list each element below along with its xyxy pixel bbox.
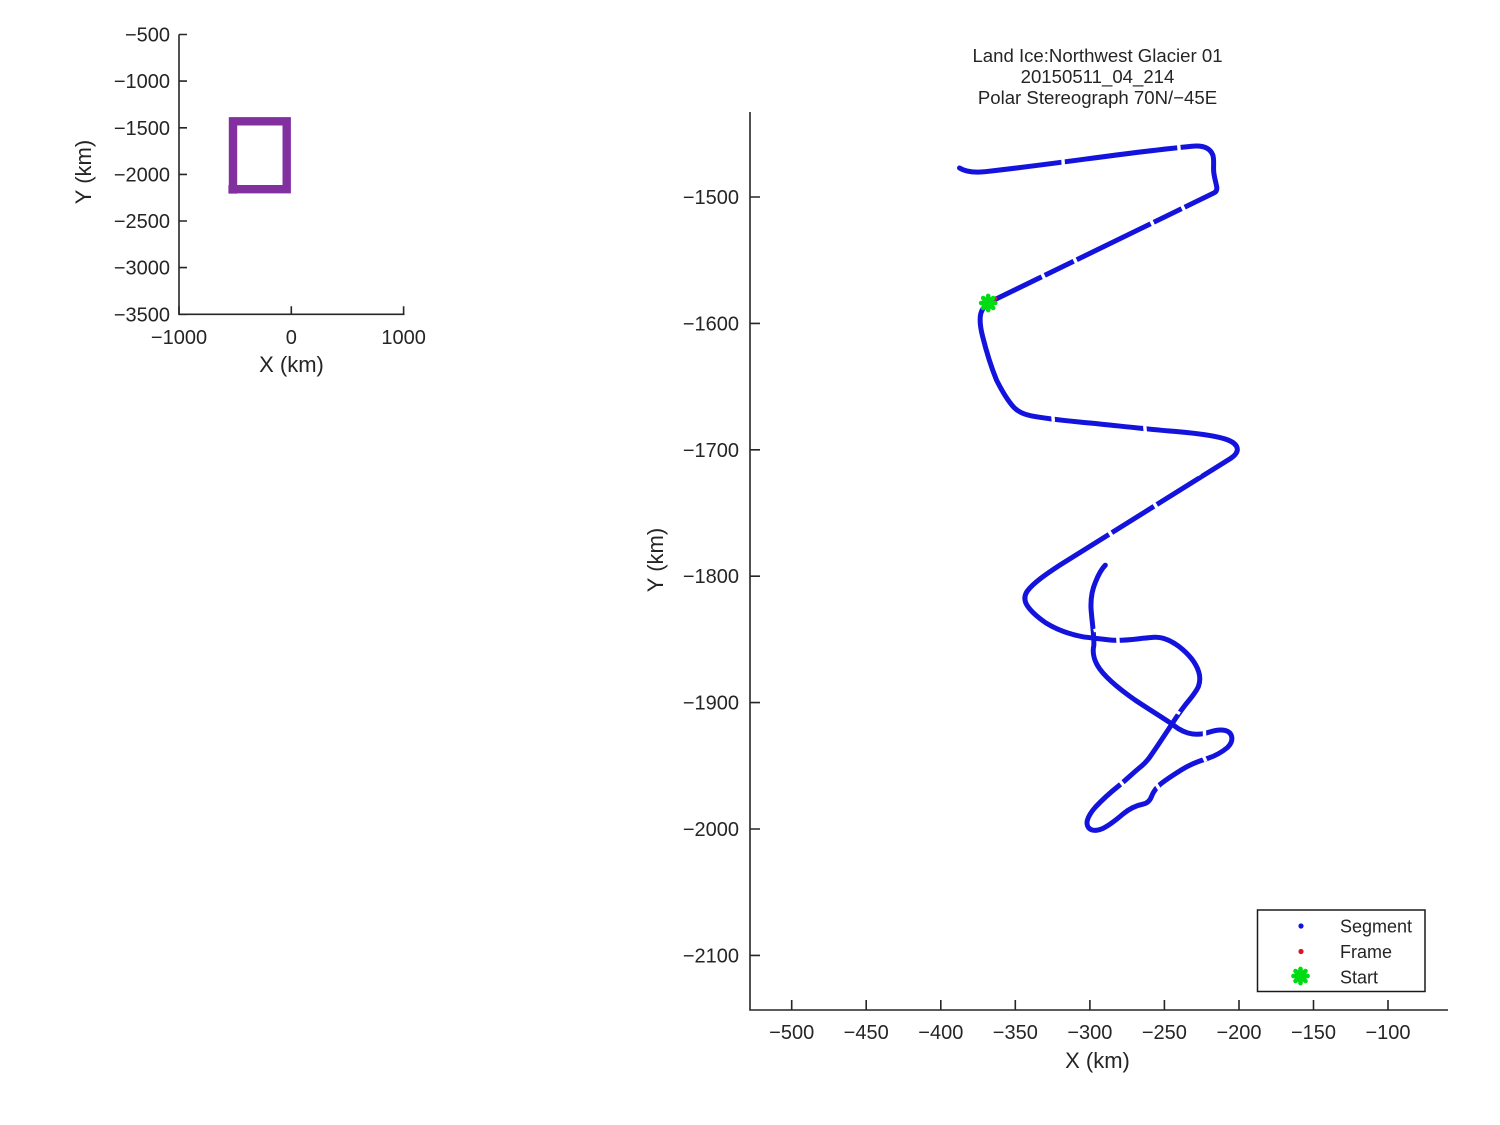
svg-text:−2000: −2000: [683, 819, 739, 841]
svg-text:0: 0: [286, 327, 297, 349]
svg-text:−200: −200: [1216, 1022, 1261, 1044]
svg-text:−3500: −3500: [114, 304, 170, 326]
svg-text:X (km): X (km): [1065, 1048, 1130, 1073]
svg-text:−1500: −1500: [114, 118, 170, 140]
svg-text:−1800: −1800: [683, 566, 739, 588]
svg-text:−2000: −2000: [114, 164, 170, 186]
svg-text:−1000: −1000: [114, 71, 170, 93]
svg-text:−3000: −3000: [114, 258, 170, 280]
svg-text:X (km): X (km): [259, 352, 324, 377]
svg-text:Frame: Frame: [1340, 942, 1392, 962]
svg-text:−500: −500: [125, 25, 170, 47]
svg-text:−1900: −1900: [683, 693, 739, 715]
svg-text:20150511_04_214: 20150511_04_214: [1021, 66, 1175, 88]
svg-text:−100: −100: [1365, 1022, 1410, 1044]
svg-text:−400: −400: [918, 1022, 963, 1044]
svg-text:−1000: −1000: [151, 327, 207, 349]
svg-text:−500: −500: [769, 1022, 814, 1044]
svg-text:−1500: −1500: [683, 187, 739, 209]
svg-text:−450: −450: [844, 1022, 889, 1044]
svg-text:−300: −300: [1067, 1022, 1112, 1044]
svg-text:−150: −150: [1291, 1022, 1336, 1044]
svg-text:−350: −350: [993, 1022, 1038, 1044]
svg-text:−250: −250: [1142, 1022, 1187, 1044]
svg-text:Polar Stereograph 70N/−45E: Polar Stereograph 70N/−45E: [978, 87, 1217, 108]
svg-text:−1600: −1600: [683, 313, 739, 335]
svg-text:−2500: −2500: [114, 211, 170, 233]
svg-text:Y (km): Y (km): [71, 140, 96, 204]
svg-text:−2100: −2100: [683, 945, 739, 967]
svg-text:Land Ice:Northwest Glacier 01: Land Ice:Northwest Glacier 01: [972, 45, 1222, 66]
svg-text:−1700: −1700: [683, 440, 739, 462]
svg-text:Start: Start: [1340, 968, 1378, 988]
svg-text:Segment: Segment: [1340, 917, 1412, 937]
svg-text:Y (km): Y (km): [643, 528, 668, 592]
svg-text:1000: 1000: [381, 327, 426, 349]
